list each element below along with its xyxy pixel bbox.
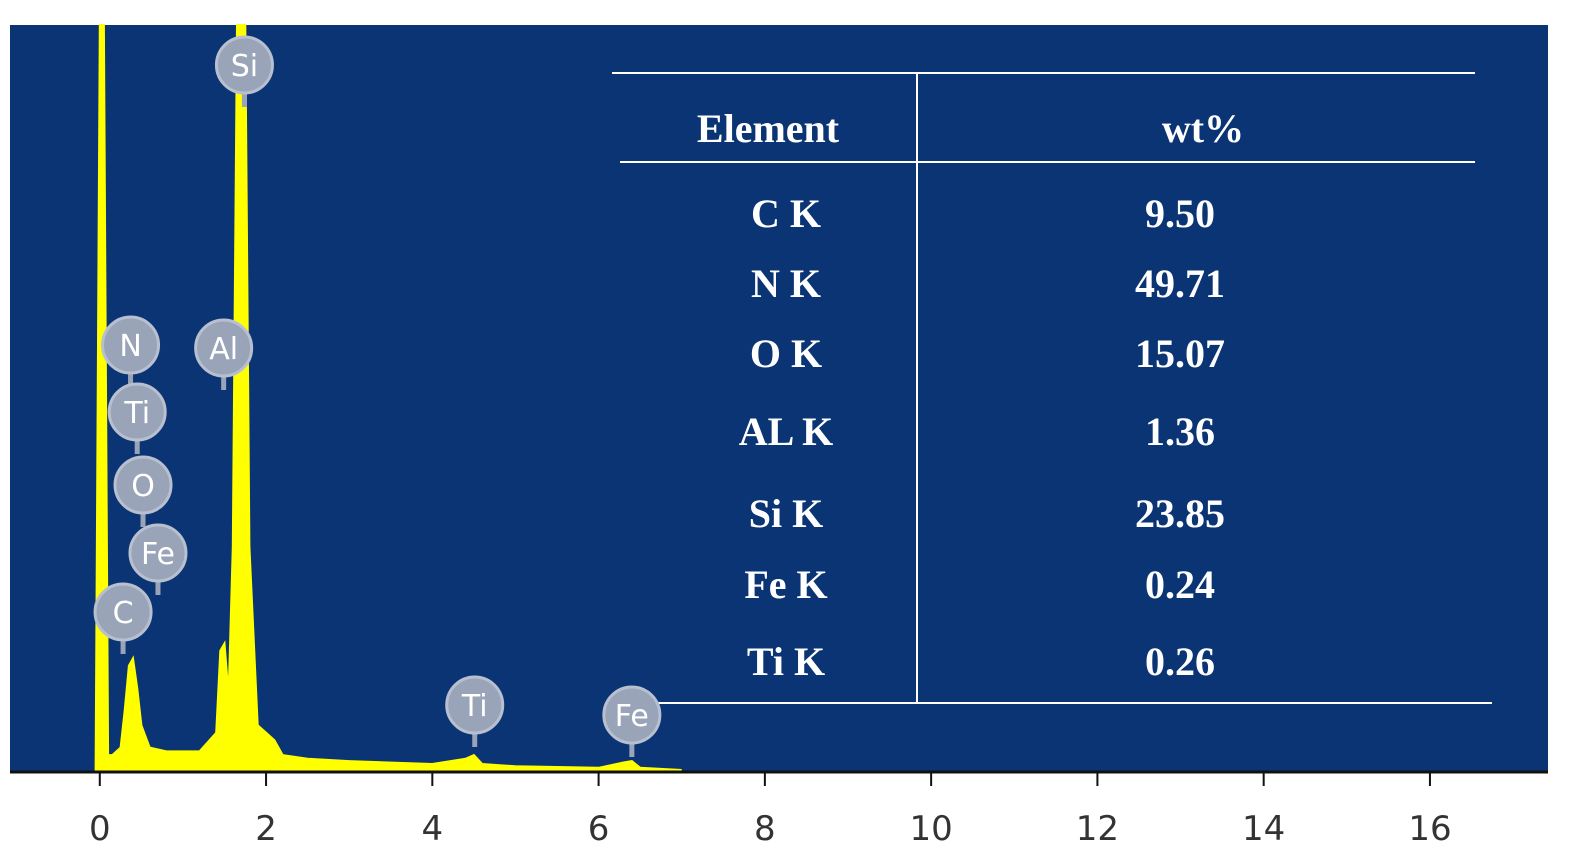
x-tick-label: 12 bbox=[1076, 809, 1119, 849]
marker-badge bbox=[214, 35, 274, 95]
table-cell: 0.24 bbox=[1145, 562, 1215, 607]
marker-badge bbox=[113, 455, 173, 515]
marker-label: Fe bbox=[615, 699, 649, 734]
table-cell: Fe K bbox=[744, 562, 827, 607]
x-tick-label: 6 bbox=[588, 809, 610, 849]
marker-label: Fe bbox=[141, 537, 175, 572]
marker-label: N bbox=[119, 329, 141, 364]
marker-badge bbox=[128, 523, 188, 583]
marker-label: Al bbox=[209, 332, 238, 367]
table-header: Element bbox=[697, 106, 840, 151]
table-cell: C K bbox=[751, 191, 821, 236]
x-tick-label: 10 bbox=[910, 809, 953, 849]
table-cell: 9.50 bbox=[1145, 191, 1215, 236]
marker-badge bbox=[101, 315, 161, 375]
table-header: wt% bbox=[1162, 106, 1244, 151]
table-cell: N K bbox=[751, 261, 821, 306]
marker-badge bbox=[107, 382, 167, 442]
marker-label: Si bbox=[231, 49, 258, 84]
table-cell: O K bbox=[750, 331, 822, 376]
x-tick-label: 14 bbox=[1242, 809, 1285, 849]
table-cell: Ti K bbox=[747, 639, 825, 684]
table-cell: 15.07 bbox=[1135, 331, 1225, 376]
marker-badge bbox=[93, 582, 153, 642]
marker-label: O bbox=[131, 469, 155, 504]
marker-label: Ti bbox=[123, 396, 150, 431]
marker-label: C bbox=[113, 596, 134, 631]
marker-badge bbox=[194, 318, 254, 378]
table-cell: AL K bbox=[739, 409, 833, 454]
table-cell: 23.85 bbox=[1135, 491, 1225, 536]
x-tick-label: 0 bbox=[89, 809, 111, 849]
x-tick-label: 16 bbox=[1408, 809, 1451, 849]
plot-background bbox=[10, 25, 1548, 772]
marker-badge bbox=[445, 675, 505, 735]
table-cell: 1.36 bbox=[1145, 409, 1215, 454]
x-tick-label: 4 bbox=[422, 809, 444, 849]
x-tick-label: 2 bbox=[255, 809, 277, 849]
x-tick-label: 8 bbox=[754, 809, 776, 849]
table-cell: 49.71 bbox=[1135, 261, 1225, 306]
spectrum-area bbox=[94, 24, 682, 771]
table-cell: Si K bbox=[749, 491, 823, 536]
composition-table: Element wt% C K 9.50 N K 49.71 O K 15.07 AL K 1… bbox=[612, 72, 1492, 704]
marker-label: Ti bbox=[461, 689, 488, 724]
table-cell: 0.26 bbox=[1145, 639, 1215, 684]
marker-badge bbox=[602, 685, 662, 745]
